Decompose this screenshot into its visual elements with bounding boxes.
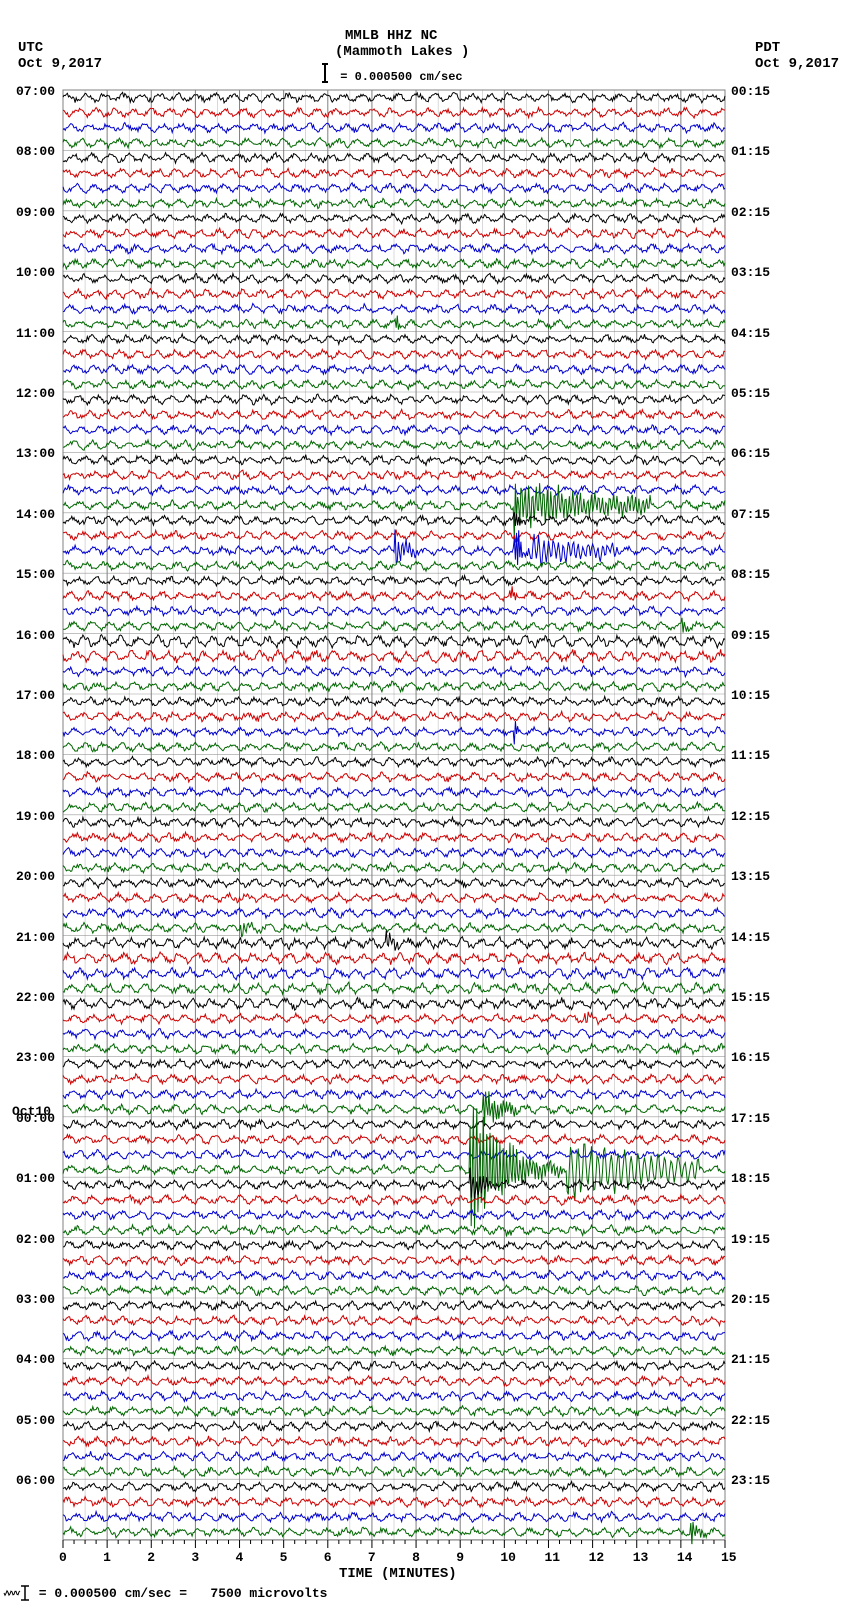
left-time-label: 11:00 — [16, 326, 55, 341]
left-time-label: 15:00 — [16, 567, 55, 582]
left-time-label: 13:00 — [16, 446, 55, 461]
left-time-label: 02:00 — [16, 1232, 55, 1247]
right-time-label: 18:15 — [731, 1171, 770, 1186]
left-time-label: 17:00 — [16, 688, 55, 703]
left-time-label: 08:00 — [16, 144, 55, 159]
minute-tick-label: 0 — [59, 1550, 67, 1565]
left-time-label: 22:00 — [16, 990, 55, 1005]
left-time-label: 21:00 — [16, 930, 55, 945]
minute-tick-label: 5 — [280, 1550, 288, 1565]
left-time-label: 10:00 — [16, 265, 55, 280]
right-time-label: 04:15 — [731, 326, 770, 341]
left-time-label: 03:00 — [16, 1292, 55, 1307]
left-time-label: 20:00 — [16, 869, 55, 884]
right-time-label: 05:15 — [731, 386, 770, 401]
right-time-label: 08:15 — [731, 567, 770, 582]
left-time-label: 12:00 — [16, 386, 55, 401]
right-time-label: 09:15 — [731, 628, 770, 643]
right-time-label: 01:15 — [731, 144, 770, 159]
x-axis-title: TIME (MINUTES) — [339, 1566, 457, 1582]
minute-tick-label: 2 — [147, 1550, 155, 1565]
right-time-label: 17:15 — [731, 1111, 770, 1126]
minute-tick-label: 1 — [103, 1550, 111, 1565]
right-time-label: 03:15 — [731, 265, 770, 280]
right-time-label: 13:15 — [731, 869, 770, 884]
right-time-label: 14:15 — [731, 930, 770, 945]
right-time-label: 21:15 — [731, 1352, 770, 1367]
left-time-label: 19:00 — [16, 809, 55, 824]
minute-tick-label: 6 — [324, 1550, 332, 1565]
minute-tick-label: 7 — [368, 1550, 376, 1565]
left-time-label: 01:00 — [16, 1171, 55, 1186]
minute-tick-label: 14 — [677, 1550, 693, 1565]
right-time-label: 11:15 — [731, 748, 770, 763]
left-time-label: Oct10 — [12, 1104, 51, 1119]
minute-tick-label: 9 — [456, 1550, 464, 1565]
right-time-label: 23:15 — [731, 1473, 770, 1488]
traces-layer — [0, 0, 850, 1613]
minute-tick-label: 11 — [544, 1550, 560, 1565]
right-time-label: 02:15 — [731, 205, 770, 220]
left-time-label: 05:00 — [16, 1413, 55, 1428]
minute-tick-label: 8 — [412, 1550, 420, 1565]
minute-tick-label: 12 — [589, 1550, 605, 1565]
left-time-label: 07:00 — [16, 84, 55, 99]
right-time-label: 15:15 — [731, 990, 770, 1005]
right-time-label: 07:15 — [731, 507, 770, 522]
minute-tick-label: 3 — [191, 1550, 199, 1565]
left-time-label: 18:00 — [16, 748, 55, 763]
right-time-label: 16:15 — [731, 1050, 770, 1065]
minute-tick-label: 13 — [633, 1550, 649, 1565]
right-time-label: 12:15 — [731, 809, 770, 824]
helicorder-chart: MMLB HHZ NC (Mammoth Lakes ) UTC Oct 9,2… — [0, 0, 850, 1613]
left-time-label: 06:00 — [16, 1473, 55, 1488]
right-time-label: 10:15 — [731, 688, 770, 703]
left-time-label: 14:00 — [16, 507, 55, 522]
left-time-label: 16:00 — [16, 628, 55, 643]
right-time-label: 20:15 — [731, 1292, 770, 1307]
right-time-label: 22:15 — [731, 1413, 770, 1428]
left-time-label: 09:00 — [16, 205, 55, 220]
right-time-label: 06:15 — [731, 446, 770, 461]
right-time-label: 19:15 — [731, 1232, 770, 1247]
right-time-label: 00:15 — [731, 84, 770, 99]
minute-tick-label: 10 — [500, 1550, 516, 1565]
minute-tick-label: 15 — [721, 1550, 737, 1565]
left-time-label: 04:00 — [16, 1352, 55, 1367]
footer-text: = 0.000500 cm/sec = 7500 microvolts — [31, 1586, 327, 1601]
left-time-label: 23:00 — [16, 1050, 55, 1065]
minute-tick-label: 4 — [236, 1550, 244, 1565]
